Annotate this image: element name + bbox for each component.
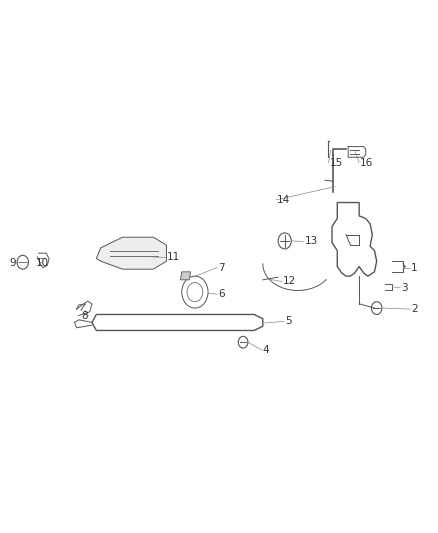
Text: 7: 7: [218, 263, 225, 272]
Text: 5: 5: [285, 317, 291, 326]
Text: 11: 11: [166, 253, 180, 262]
Text: 14: 14: [277, 195, 290, 205]
Text: 8: 8: [81, 311, 88, 320]
Text: 10: 10: [36, 258, 49, 268]
Text: 1: 1: [411, 263, 417, 273]
Polygon shape: [180, 272, 191, 280]
Text: 4: 4: [263, 345, 269, 355]
Text: 13: 13: [304, 237, 318, 246]
Text: 2: 2: [411, 304, 417, 314]
Text: 3: 3: [401, 283, 407, 293]
Text: 9: 9: [10, 258, 16, 268]
Text: 6: 6: [218, 289, 225, 299]
Text: 15: 15: [329, 158, 343, 167]
Polygon shape: [96, 237, 166, 269]
Text: 16: 16: [360, 158, 373, 167]
Text: 12: 12: [283, 277, 296, 286]
